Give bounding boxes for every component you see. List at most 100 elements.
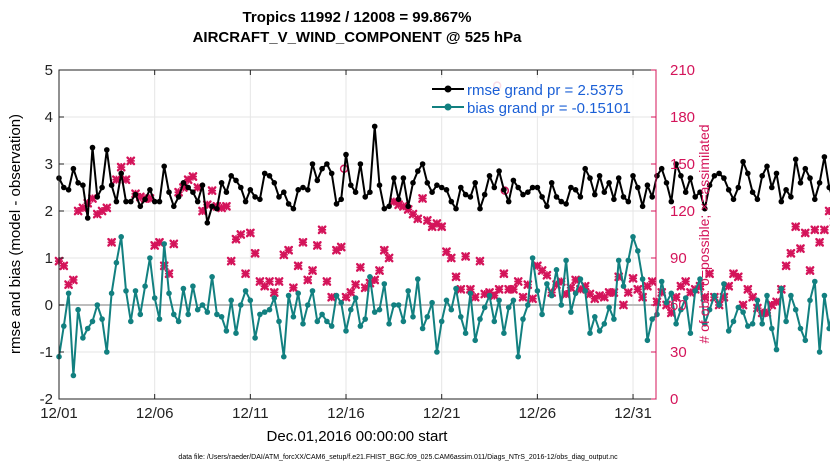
assimilated-obs-marker <box>355 263 365 272</box>
assimilated-obs-marker <box>819 225 829 235</box>
rmse-point <box>592 191 598 198</box>
assimilated-obs-marker <box>68 275 78 285</box>
y-right-tick-label: 210 <box>670 62 695 79</box>
rmse-point <box>395 196 402 203</box>
assimilated-obs-marker <box>236 230 246 239</box>
rmse-point <box>314 177 321 184</box>
rmse-point <box>620 194 627 200</box>
rmse-point <box>496 168 502 174</box>
y-right-tick-label: 180 <box>670 109 695 126</box>
rmse-point <box>391 175 397 181</box>
bias-point <box>228 297 234 304</box>
bias-point <box>639 276 646 282</box>
rmse-point <box>80 182 86 188</box>
rmse-point <box>534 184 541 191</box>
rmse-point <box>281 189 287 195</box>
rmse-point <box>692 194 698 200</box>
bias-point <box>596 328 603 334</box>
bias-point <box>792 306 799 313</box>
assimilated-obs-marker <box>322 277 332 286</box>
x-tick-label: 12/11 <box>232 405 268 422</box>
bias-point <box>658 278 665 285</box>
bias-point <box>539 311 545 318</box>
assimilated-obs-marker <box>284 245 294 255</box>
bias-point <box>194 306 201 313</box>
rmse-point <box>261 170 268 177</box>
rmse-point <box>769 184 775 191</box>
rmse-point <box>128 198 134 205</box>
rmse-point <box>501 187 507 193</box>
bias-point <box>702 321 708 327</box>
rmse-point <box>658 165 665 172</box>
assimilated-obs-marker <box>528 294 537 304</box>
rmse-point <box>290 205 297 212</box>
bias-point <box>305 302 311 308</box>
bias-point <box>620 283 627 290</box>
rmse-point <box>572 187 579 193</box>
rmse-point <box>156 198 163 205</box>
bias-point <box>592 314 598 320</box>
bias-point <box>812 278 818 285</box>
rmse-point <box>223 189 230 195</box>
bias-point <box>501 330 507 337</box>
bias-point <box>654 311 660 318</box>
rmse-point <box>104 147 110 153</box>
bias-point <box>352 295 359 301</box>
assimilated-obs-marker <box>317 225 327 235</box>
rmse-point <box>362 194 369 200</box>
bias-point <box>797 325 804 332</box>
x-tick-label: 12/26 <box>519 405 557 422</box>
bias-point <box>84 325 91 332</box>
y-left-tick-label: 1 <box>45 250 53 267</box>
rmse-point <box>151 198 158 205</box>
assimilated-obs-marker <box>705 269 714 279</box>
rmse-point <box>563 201 569 207</box>
series-layer <box>56 123 830 379</box>
rmse-point <box>185 184 191 191</box>
bias-point <box>199 302 206 308</box>
bias-point <box>343 328 349 334</box>
rmse-point <box>462 191 469 198</box>
assimilated-obs-marker <box>351 280 360 290</box>
rmse-point <box>544 203 550 210</box>
rmse-point <box>639 203 646 210</box>
x-tick-label: 12/06 <box>136 405 174 422</box>
rmse-point <box>448 198 455 205</box>
bias-point <box>477 316 483 322</box>
bias-point <box>816 349 823 355</box>
rmse-point <box>309 161 316 167</box>
assimilated-obs-marker <box>681 277 691 286</box>
rmse-point <box>797 180 804 186</box>
data-file-footnote: data file: /Users/raeder/DAI/ATM_forcXX/… <box>178 454 618 461</box>
assimilated-obs-marker <box>107 237 117 247</box>
assimilated-obs-marker <box>116 162 126 172</box>
assimilated-obs-marker <box>781 261 791 271</box>
y-left-tick-layer: -2 -1 0 1 2 3 4 5 <box>40 62 64 408</box>
bias-point <box>438 318 445 325</box>
rmse-point <box>199 182 206 188</box>
rmse-point <box>343 151 349 158</box>
rmse-point <box>716 170 722 177</box>
assimilated-obs-marker <box>638 292 648 302</box>
assimilated-obs-marker <box>245 228 255 238</box>
bias-point <box>721 281 727 287</box>
assimilated-obs-marker <box>461 252 471 261</box>
rmse-point <box>529 184 536 191</box>
rmse-point <box>118 170 124 177</box>
assimilated-obs-marker <box>791 222 801 232</box>
rmse-point <box>333 201 340 207</box>
assimilated-obs-marker <box>59 261 69 271</box>
bias-point <box>89 318 96 325</box>
assimilated-obs-marker <box>298 237 308 247</box>
rmse-point <box>740 158 746 165</box>
bias-point <box>218 314 225 320</box>
bias-point <box>209 274 215 280</box>
rmse-point <box>228 173 234 179</box>
rmse-point <box>218 180 225 186</box>
bias-point <box>716 302 722 308</box>
assimilated-obs-marker <box>623 288 633 297</box>
bias-point <box>529 255 536 261</box>
assimilated-obs-marker <box>112 175 121 185</box>
rmse-point <box>266 173 273 179</box>
assimilated-obs-marker <box>97 206 107 216</box>
